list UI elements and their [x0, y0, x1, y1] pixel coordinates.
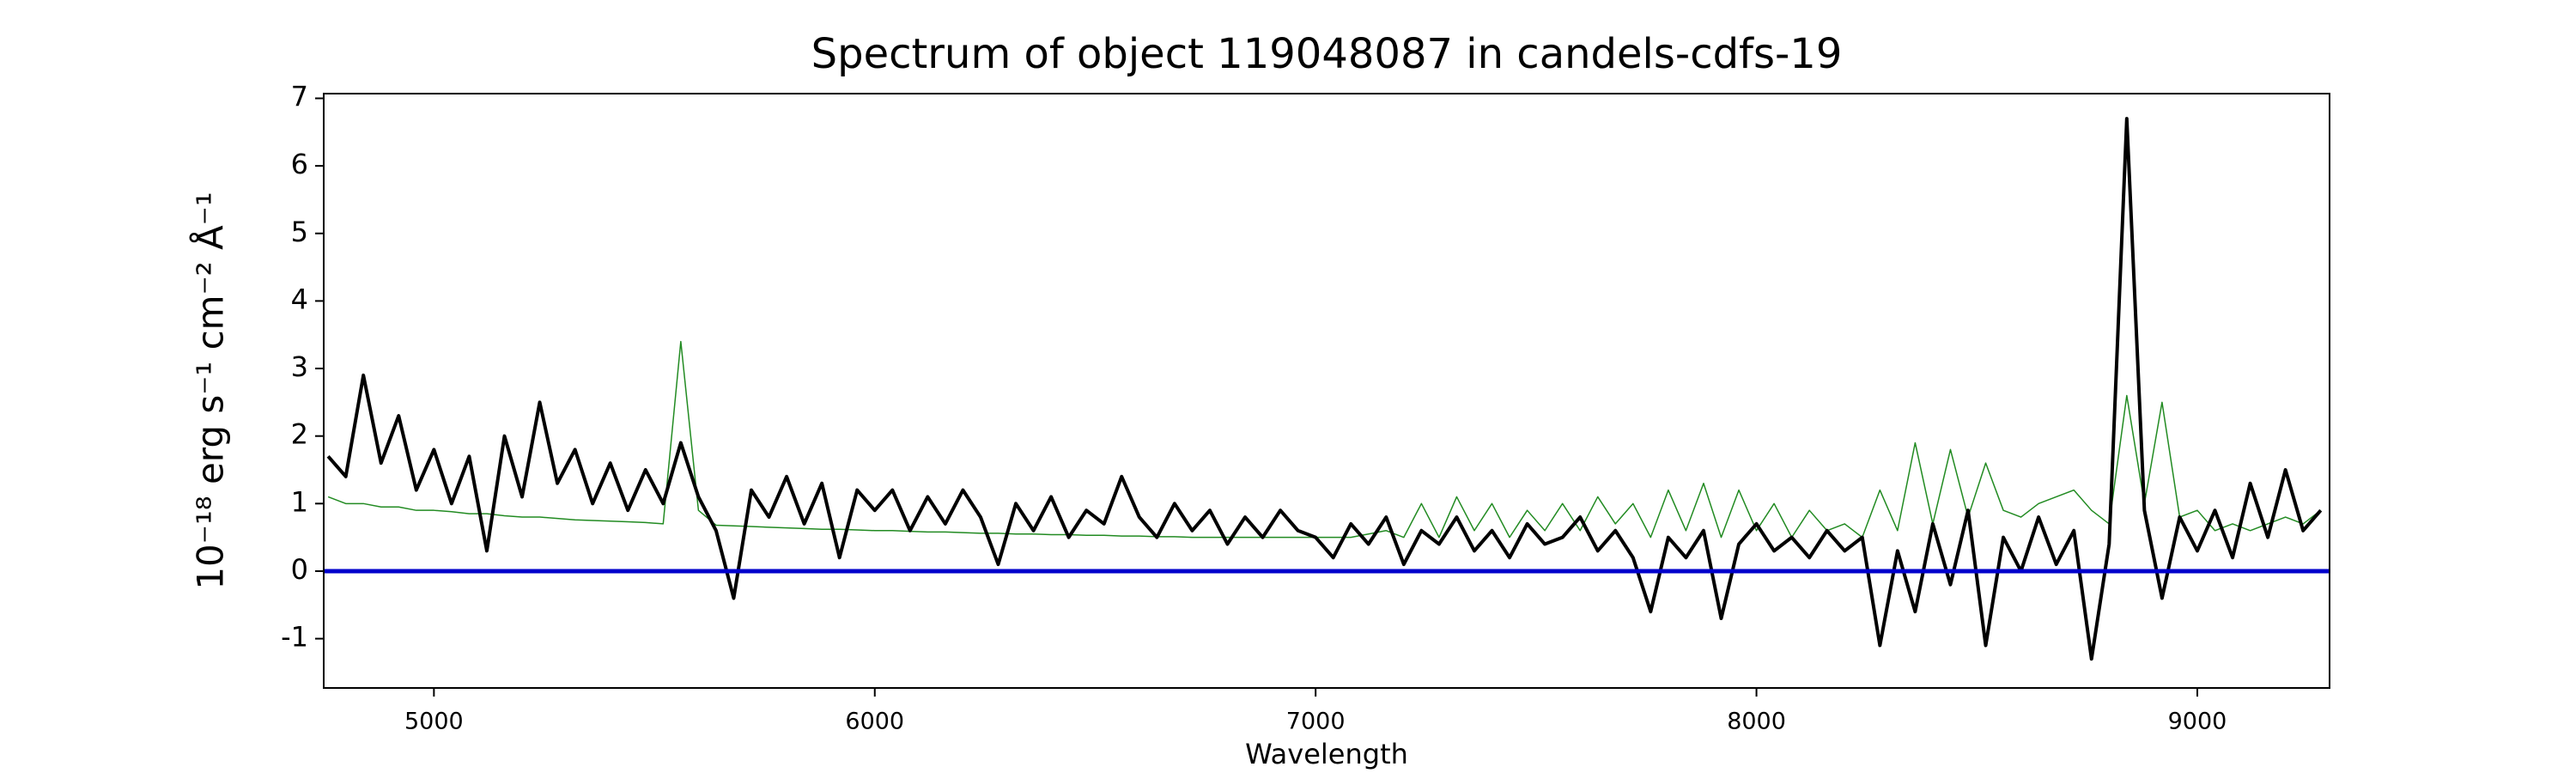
- spectrum-line: [326, 117, 2323, 661]
- y-tick-label: 7: [291, 81, 308, 113]
- y-tick-label: 3: [291, 350, 308, 383]
- x-tick-label: 6000: [845, 709, 904, 735]
- spectrum-line: [327, 340, 2322, 539]
- y-tick-label: 6: [291, 148, 308, 180]
- x-tick-label: 5000: [404, 709, 464, 735]
- x-tick-label: 7000: [1286, 709, 1346, 735]
- y-tick-label: 5: [291, 216, 308, 248]
- x-tick-label: 9000: [2168, 709, 2227, 735]
- y-axis-label: 10⁻¹⁸ erg s⁻¹ cm⁻² Å⁻¹: [189, 192, 232, 589]
- y-tick-label: 4: [291, 283, 308, 315]
- x-axis-label: Wavelength: [1245, 738, 1408, 770]
- plot-frame: [323, 93, 2330, 689]
- y-tick-label: 2: [291, 418, 308, 451]
- y-tick-label: -1: [281, 621, 308, 654]
- y-tick-label: 1: [291, 485, 308, 518]
- y-tick-label: 0: [291, 553, 308, 586]
- chart-title: Spectrum of object 119048087 in candels-…: [811, 30, 1843, 78]
- x-tick-label: 8000: [1727, 709, 1786, 735]
